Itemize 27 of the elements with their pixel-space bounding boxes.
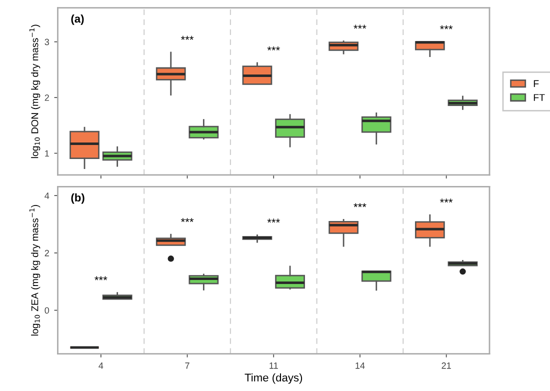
y-tick-label: 2 [44,250,49,256]
annotation: *** [440,25,453,30]
annotation: *** [440,198,453,203]
annotation: *** [180,218,194,222]
y-tick-label: 4 [44,192,50,199]
y-tick-label: 3 [44,38,50,46]
y-tick-label: 1 [45,150,49,157]
x-tick-label: 11 [270,362,278,369]
y-axis-title: log$_{10}$ DON (mg kg dry mass$^{−1}$) [29,24,40,158]
legend-label: F [534,80,539,87]
annotation: (a) [71,14,84,25]
y-tick-label: 0 [44,307,50,314]
y-axis-title: log$_{10}$ ZEA (mg kg dry mass$^{−1}$) [29,205,40,336]
annotation: *** [354,24,366,29]
x-tick-label: 14 [356,362,365,369]
annotation: *** [267,46,280,50]
legend-label: FT [534,94,545,101]
x-axis-title: Time (days) [244,373,302,384]
annotation: *** [180,36,194,40]
annotation: *** [94,276,108,280]
annotation: (b) [71,193,84,204]
annotation: *** [267,218,280,223]
x-tick-label: 7 [185,362,190,369]
x-tick-label: 21 [442,362,451,369]
x-tick-label: 4 [98,362,104,369]
annotation: *** [354,203,366,208]
y-tick-label: 2 [44,94,49,101]
